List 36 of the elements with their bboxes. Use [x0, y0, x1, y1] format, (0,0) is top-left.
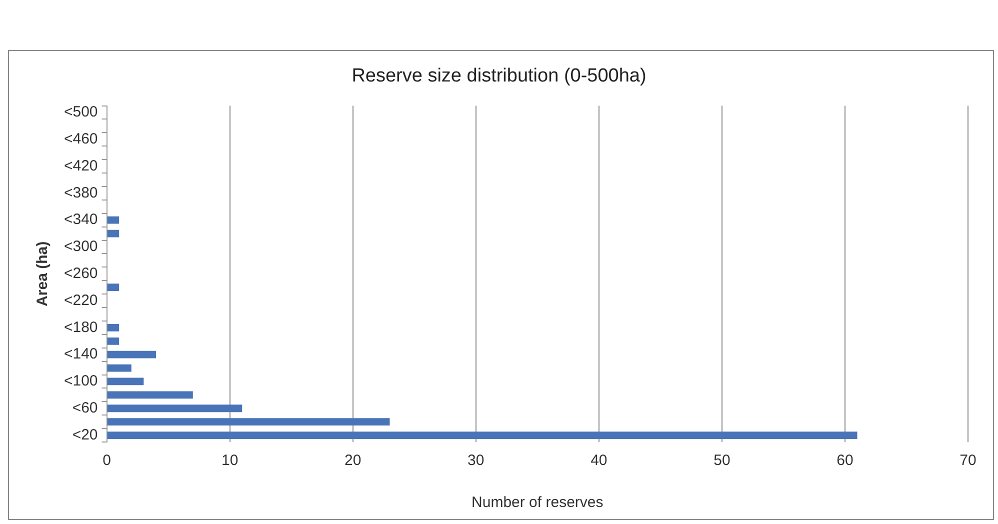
x-tick-label: 40 — [590, 452, 608, 470]
y-tick-label: <60 — [72, 400, 98, 417]
y-tick-label: <140 — [64, 346, 98, 363]
y-tick-label: <260 — [64, 265, 98, 282]
y-tick-label: <500 — [64, 104, 98, 121]
y-tick-label: <20 — [72, 426, 98, 444]
bar — [107, 364, 132, 372]
bar — [107, 230, 120, 238]
y-tick-label: <420 — [64, 157, 98, 174]
x-tick-label: 60 — [836, 452, 854, 470]
bar — [107, 432, 858, 439]
y-tick-label: <100 — [64, 372, 98, 390]
y-tick-label: <300 — [64, 238, 98, 256]
bar — [107, 378, 144, 386]
bar — [107, 418, 390, 426]
bar — [107, 350, 156, 358]
x-tick-label: 20 — [344, 452, 362, 470]
x-tick-label: 0 — [102, 452, 111, 470]
y-tick-label: <180 — [64, 318, 98, 336]
x-tick-label: 30 — [468, 452, 484, 470]
chart-title: Reserve size distribution (0-500ha) — [352, 66, 646, 87]
y-tick-label: <220 — [64, 292, 98, 309]
bar — [107, 324, 120, 332]
y-axis-title: Area (ha) — [34, 241, 52, 306]
bar — [107, 284, 120, 292]
x-tick-label: 50 — [714, 452, 730, 470]
bar — [107, 404, 242, 412]
y-tick-label: <460 — [64, 130, 98, 148]
y-tick-label: <380 — [64, 184, 98, 202]
y-tick-label: <340 — [64, 211, 98, 228]
x-axis-title: Number of reserves — [472, 494, 604, 512]
x-tick-label: 70 — [960, 452, 976, 470]
bar — [107, 337, 120, 345]
bar — [107, 391, 193, 399]
bar — [107, 216, 120, 224]
x-tick-label: 10 — [221, 452, 238, 470]
